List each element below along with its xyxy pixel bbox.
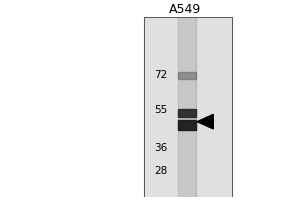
Bar	[144, 17, 232, 197]
Text: 36: 36	[154, 143, 168, 153]
Bar	[178, 120, 196, 130]
Text: A549: A549	[169, 3, 202, 16]
Text: 55: 55	[154, 105, 168, 115]
Text: 28: 28	[154, 166, 168, 176]
Polygon shape	[197, 114, 213, 129]
Bar	[178, 109, 196, 117]
Bar	[179, 17, 194, 197]
Text: 72: 72	[154, 70, 168, 80]
Bar	[178, 72, 196, 79]
Bar	[144, 17, 232, 197]
Bar	[178, 17, 196, 197]
